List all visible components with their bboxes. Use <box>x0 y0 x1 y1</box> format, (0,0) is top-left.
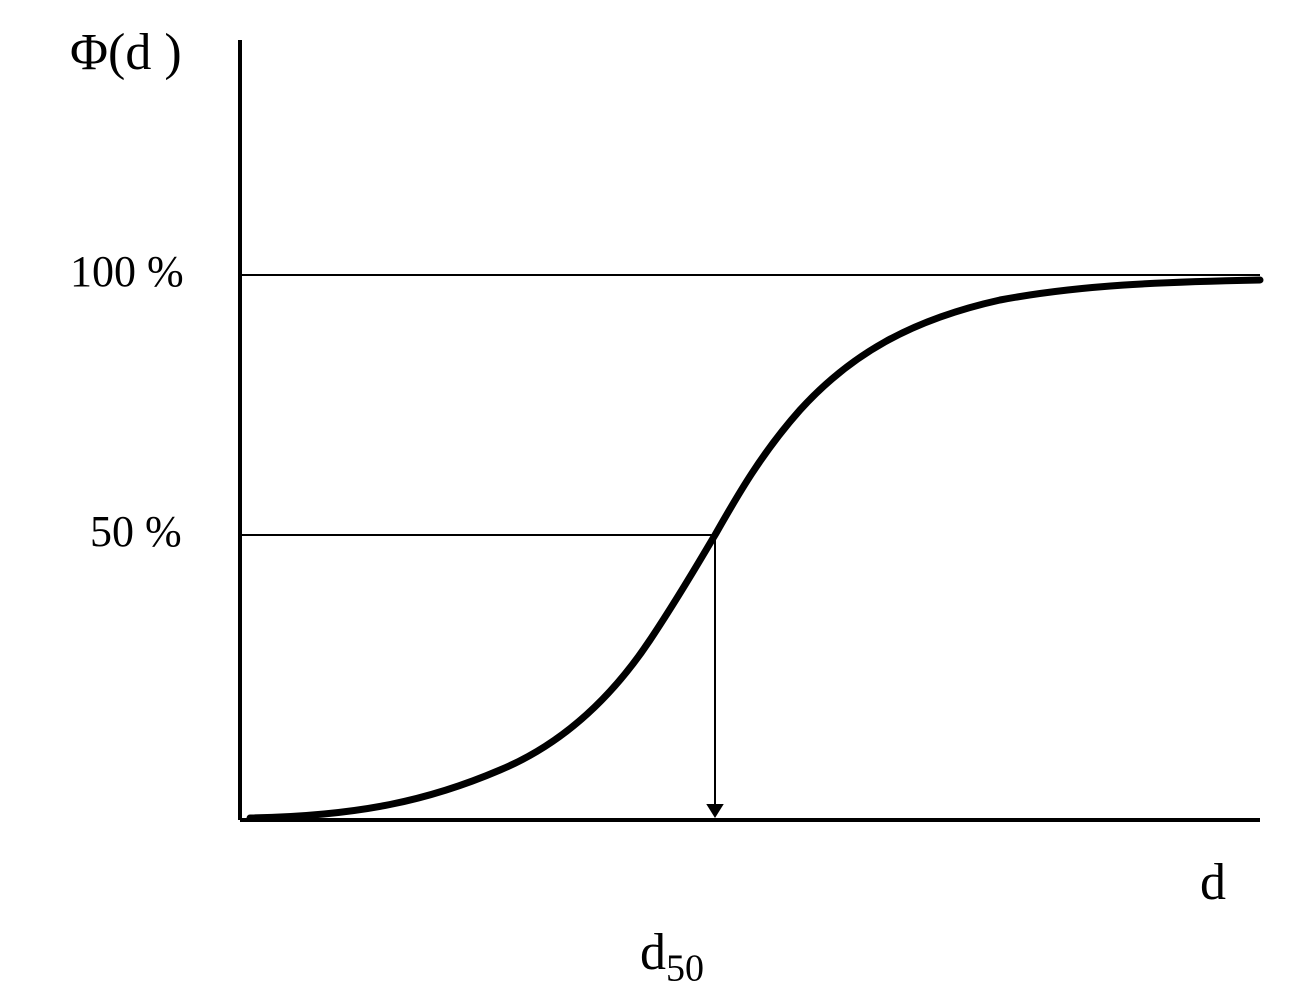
y-tick-50: 50 % <box>90 506 182 557</box>
x-axis-label-d: d <box>1200 853 1226 912</box>
y-axis-label-phi: Φ(d ) <box>70 23 182 82</box>
cdf-chart <box>0 0 1301 998</box>
x-tick-d50: d50 <box>640 923 704 990</box>
y-tick-100: 100 % <box>70 246 184 297</box>
chart-container: Φ(d ) 100 % 50 % d d50 <box>0 0 1301 998</box>
